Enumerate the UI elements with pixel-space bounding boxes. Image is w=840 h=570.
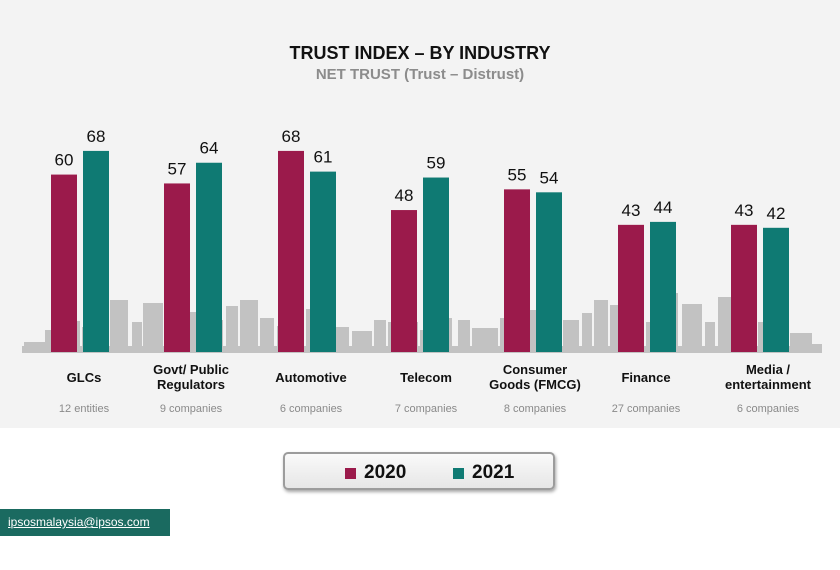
count-note: 6 companies <box>279 403 343 415</box>
skyline-building <box>458 320 470 352</box>
skyline-building <box>705 322 715 352</box>
skyline-building <box>132 322 142 352</box>
bar-2021-5 <box>650 221 676 352</box>
legend-swatch-2021 <box>453 467 464 479</box>
value-label-2021-4: 54 <box>540 168 559 187</box>
bar-2021-0 <box>83 150 109 352</box>
bar-2021-2 <box>310 171 336 352</box>
legend-item-2020: 2020 <box>345 462 406 484</box>
value-label-2020-3: 48 <box>395 186 414 205</box>
skyline-building <box>143 303 163 352</box>
count-note: 7 companies <box>394 403 458 415</box>
count-note: 27 companies <box>611 403 681 415</box>
bar-2020-4 <box>504 189 530 352</box>
skyline-building <box>260 318 274 352</box>
skyline-building <box>226 306 238 352</box>
legend-swatch-2020 <box>345 467 356 479</box>
category-label-fmcg: Consumer Goods (FMCG) <box>489 362 581 392</box>
skyline-building <box>333 327 349 352</box>
value-label-2020-4: 55 <box>508 165 527 184</box>
bar-2021-4 <box>536 192 562 352</box>
bar-2020-5 <box>618 224 644 352</box>
chart-legend: 2020 2021 <box>283 452 555 490</box>
category-label-telecom: Telecom <box>400 370 452 385</box>
category-label-finance: Finance <box>621 370 671 385</box>
count-note: 6 companies <box>736 403 800 415</box>
count-note: 9 companies <box>159 403 223 415</box>
value-label-2020-1: 57 <box>168 159 187 178</box>
category-label-media: Media / entertainment <box>725 362 811 392</box>
value-label-2021-0: 68 <box>87 127 106 146</box>
value-label-2020-5: 43 <box>622 201 641 220</box>
skyline-base <box>22 346 822 353</box>
skyline-building <box>374 320 386 352</box>
chart-panel: 60 57 68 48 55 43 43 68 64 61 59 54 44 42 TRUST INDEX… <box>0 0 840 428</box>
legend-label-2020: 2020 <box>364 462 407 483</box>
skyline-building <box>682 304 702 352</box>
bar-2021-3 <box>423 177 449 352</box>
value-label-2020-6: 43 <box>735 201 754 220</box>
skyline-building <box>110 300 128 352</box>
value-label-2020-0: 60 <box>55 151 74 170</box>
bar-2020-6 <box>731 224 757 352</box>
chart-title: TRUST INDEX – BY INDUSTRY <box>289 43 551 63</box>
bar-2020-1 <box>164 183 190 352</box>
bar-chart: 60 57 68 48 55 43 43 68 64 61 59 54 44 42 <box>22 127 822 353</box>
count-note: 8 companies <box>503 403 567 415</box>
value-label-2021-5: 44 <box>654 198 673 217</box>
contact-email-link[interactable]: ipsosmalaysia@ipsos.com <box>0 509 170 536</box>
city-skyline-decoration <box>22 292 822 353</box>
bar-2021-6 <box>763 227 789 352</box>
bar-2020-2 <box>278 150 304 352</box>
category-label-glcs: GLCs <box>66 370 102 385</box>
skyline-building <box>563 320 579 352</box>
value-label-2021-6: 42 <box>767 204 786 223</box>
bar-2021-1 <box>196 162 222 352</box>
value-labels-layer: 60 57 68 48 55 43 43 68 64 61 59 54 44 42 <box>55 127 786 223</box>
count-note: 12 entities <box>58 403 110 415</box>
value-label-2021-1: 64 <box>200 139 219 158</box>
skyline-building <box>190 312 200 352</box>
skyline-building <box>582 313 592 352</box>
value-label-2020-2: 68 <box>282 127 301 146</box>
legend-item-2021: 2021 <box>453 462 514 484</box>
bar-2020-3 <box>391 210 417 352</box>
chart-subtitle: NET TRUST (Trust – Distrust) <box>315 66 525 83</box>
bar-2020-0 <box>51 174 77 352</box>
value-label-2021-3: 59 <box>427 154 446 173</box>
skyline-building <box>594 300 608 352</box>
category-label-govt: Govt/ Public Regulators <box>153 362 229 392</box>
category-label-automotive: Automotive <box>275 370 347 385</box>
legend-label-2021: 2021 <box>472 462 515 483</box>
skyline-building <box>240 300 258 352</box>
bars-layer <box>51 150 789 352</box>
value-label-2021-2: 61 <box>314 148 333 167</box>
